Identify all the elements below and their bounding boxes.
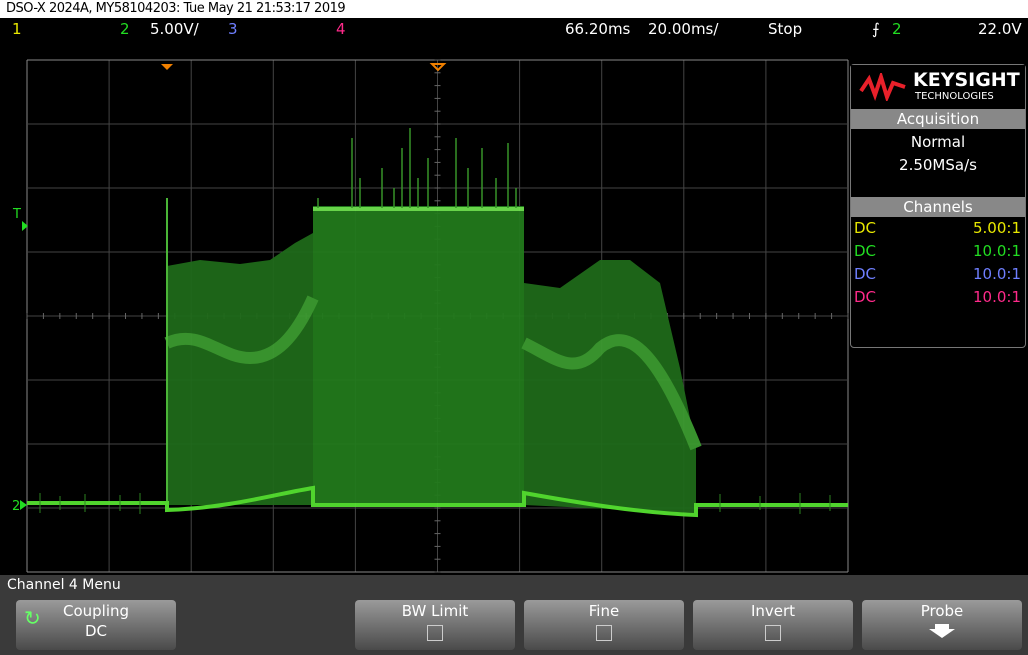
trigger-source: 2 bbox=[892, 20, 902, 38]
channel-probe: 10.0:1 bbox=[973, 242, 1021, 260]
trigger-edge-icon: ⨍ bbox=[872, 20, 880, 38]
time-scale: 20.00ms/ bbox=[648, 20, 719, 38]
softkey-checkbox bbox=[427, 625, 443, 641]
ch2-scale: 5.00V/ bbox=[150, 20, 199, 38]
brand-area: KEYSIGHT TECHNOLOGIES bbox=[851, 65, 1025, 109]
softkey[interactable]: Invert bbox=[693, 600, 853, 650]
run-state: Stop bbox=[768, 20, 803, 38]
graticule: T 2 bbox=[12, 59, 849, 573]
channel-row: DC 10.0:1 bbox=[851, 263, 1025, 286]
softkey-value: DC bbox=[84, 622, 108, 640]
ground-arrow bbox=[20, 500, 27, 510]
brand-logo bbox=[859, 73, 906, 101]
time-delay: 66.20ms bbox=[565, 20, 631, 38]
ch1-label: 1 bbox=[12, 20, 22, 38]
channels-title: Channels bbox=[851, 197, 1025, 217]
trigger-pos-marker bbox=[429, 63, 447, 72]
channel-probe: 5.00:1 bbox=[973, 219, 1021, 237]
softkey-icon: ↻ bbox=[24, 606, 41, 630]
softkey-label: Fine bbox=[588, 602, 620, 620]
softkey-label: Invert bbox=[750, 602, 796, 620]
ground-marker: 2 bbox=[12, 499, 20, 514]
trigger-arrow bbox=[22, 221, 28, 231]
channel-coupling: DC bbox=[854, 219, 877, 237]
channel-coupling: DC bbox=[854, 265, 877, 283]
softkey-label: Probe bbox=[920, 602, 964, 620]
ch3-label: 3 bbox=[228, 20, 238, 38]
baseline-noise bbox=[39, 493, 831, 514]
softkey-label: BW Limit bbox=[401, 602, 469, 620]
arrow bbox=[929, 624, 955, 638]
waveform-envelope bbox=[313, 206, 524, 505]
channel-coupling: DC bbox=[854, 288, 877, 306]
channel-row: DC 10.0:1 bbox=[851, 240, 1025, 263]
softkey[interactable]: Coupling DC ↻ bbox=[16, 600, 176, 650]
menu-title: Channel 4 Menu bbox=[7, 577, 121, 593]
baseline bbox=[27, 485, 848, 518]
channel-coupling: DC bbox=[854, 242, 877, 260]
waveform-spikes bbox=[317, 128, 517, 208]
waveform-envelope bbox=[167, 233, 313, 505]
softkey[interactable]: Fine bbox=[524, 600, 684, 650]
trigger-level: 22.0V bbox=[978, 20, 1022, 38]
waveform-envelope bbox=[524, 260, 696, 513]
brand: KEYSIGHT bbox=[913, 69, 1020, 91]
ch2-label: 2 bbox=[120, 20, 130, 38]
ch4-label: 4 bbox=[336, 20, 346, 38]
waveform-band bbox=[521, 334, 702, 451]
softkey-arrow bbox=[929, 624, 955, 638]
trigger-marker: T bbox=[12, 207, 21, 222]
channel-probe: 10.0:1 bbox=[973, 288, 1021, 306]
brand-sub: TECHNOLOGIES bbox=[915, 91, 994, 102]
softkey[interactable]: Probe bbox=[862, 600, 1022, 650]
softkey-checkbox bbox=[765, 625, 781, 641]
acquisition-rate: 2.50MSa/s bbox=[899, 156, 977, 174]
softkey[interactable]: BW Limit bbox=[355, 600, 515, 650]
side-panel: KEYSIGHT TECHNOLOGIES Acquisition Normal… bbox=[850, 64, 1026, 348]
acquisition-mode: Normal bbox=[910, 133, 966, 151]
waveform bbox=[27, 128, 848, 518]
softkey-label: Coupling bbox=[62, 602, 130, 620]
header-title: DSO-X 2024A, MY58104203: Tue May 21 21:5… bbox=[0, 0, 1028, 18]
delay-marker bbox=[161, 64, 173, 70]
channel-row: DC 5.00:1 bbox=[851, 217, 1025, 240]
acquisition-title: Acquisition bbox=[851, 109, 1025, 129]
channel-row: DC 10.0:1 bbox=[851, 286, 1025, 309]
waveform-band bbox=[164, 295, 319, 365]
channel-probe: 10.0:1 bbox=[973, 265, 1021, 283]
softkey-checkbox bbox=[596, 625, 612, 641]
